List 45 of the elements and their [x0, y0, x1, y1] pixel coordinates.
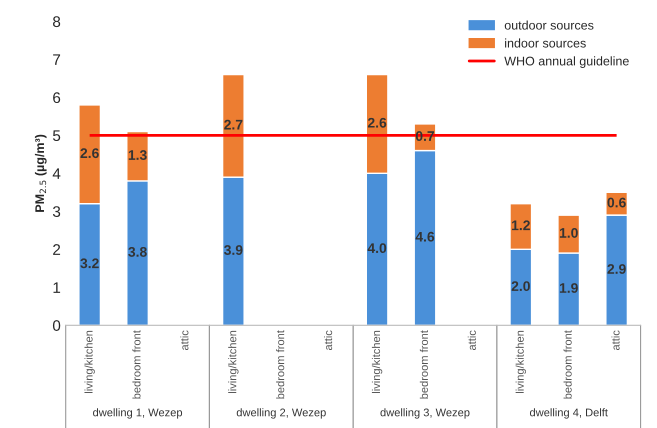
data-label: 2.6	[80, 148, 99, 158]
x-tick-label: living/kitchen	[84, 330, 95, 393]
data-label: 2.0	[512, 281, 530, 292]
data-label: 1.3	[128, 150, 147, 160]
text: dwelling 1, Wezep	[93, 408, 182, 419]
y-tick-label: 1	[54, 282, 60, 293]
x-tick-label: bedroom front	[276, 330, 284, 399]
data-label: 0.7	[416, 131, 434, 141]
x-tick-label: attic	[324, 330, 332, 350]
y-tick-label: 4	[52, 168, 60, 179]
y-tick-label: 0	[52, 320, 60, 331]
y-axis-title: PM$_{2.5}$ (µg/m³)	[34, 134, 47, 212]
x-tick-label: bedroom front	[420, 330, 428, 399]
x-tick-label: living/kitchen	[516, 330, 526, 393]
x-tick-label: attic	[611, 330, 620, 350]
text: dwelling 3, Wezep	[380, 408, 470, 419]
data-label: 3.8	[128, 247, 147, 257]
data-label: 0.6	[608, 198, 626, 208]
data-label: 4.6	[416, 232, 434, 242]
data-label: 2.7	[224, 120, 242, 130]
x-tick-label: living/kitchen	[372, 330, 382, 393]
data-label: 2.6	[368, 118, 386, 128]
data-label: 1.0	[560, 228, 578, 238]
text: dwelling 2, Wezep	[236, 408, 326, 419]
text: dwelling 4, Delft	[530, 408, 608, 419]
data-label: 1.9	[560, 283, 578, 293]
y-tick-label: 2	[53, 244, 60, 255]
y-tick-label: 5	[52, 130, 60, 142]
x-tick-label: bedroom front	[132, 330, 141, 399]
x-tick-label: bedroom front	[564, 330, 572, 399]
data-label: 3.9	[224, 245, 243, 255]
data-label: 2.9	[607, 264, 626, 274]
x-tick-label: living/kitchen	[228, 330, 239, 393]
x-tick-label: attic	[468, 330, 476, 350]
y-tick-label: 7	[53, 54, 60, 65]
data-label: 3.2	[80, 258, 99, 268]
y-tick-label: 3	[52, 206, 60, 218]
data-label: 4.0	[368, 243, 386, 254]
x-tick-label: attic	[180, 330, 188, 350]
legend-label: outdoor sources	[504, 20, 594, 30]
y-tick-label: 6	[53, 92, 60, 104]
data-label: 1.2	[512, 220, 530, 230]
y-tick-label: 8	[53, 16, 60, 28]
legend-label: WHO annual guideline	[504, 56, 629, 68]
legend-label: indoor sources	[505, 38, 586, 48]
